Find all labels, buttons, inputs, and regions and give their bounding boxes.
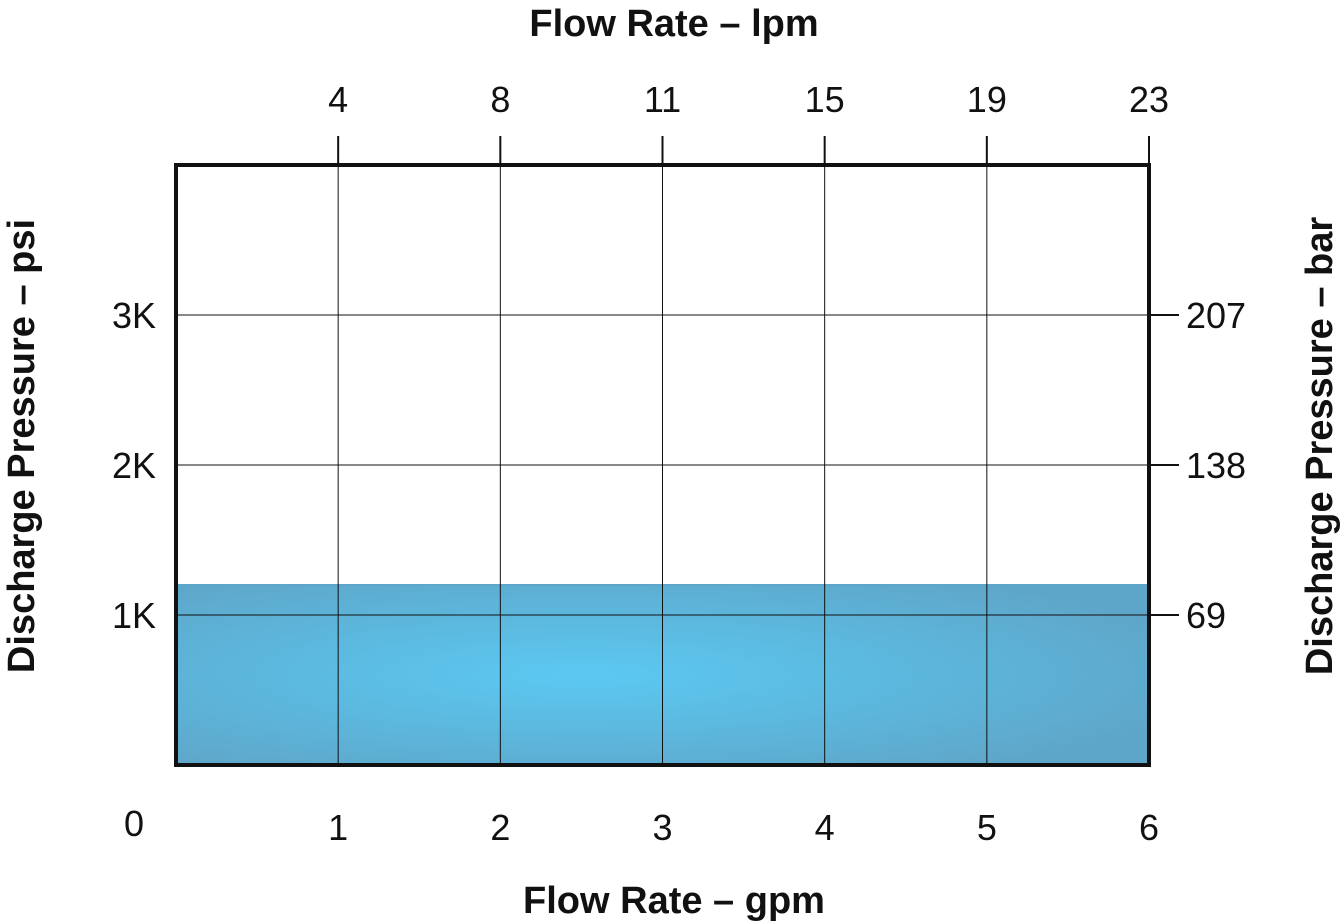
lpm-tick-label: 8	[490, 79, 510, 120]
bar-tick-label: 207	[1186, 295, 1246, 336]
gpm-origin-label: 0	[124, 803, 144, 844]
psi-tick-label: 3K	[112, 295, 156, 336]
bar-tick-label: 69	[1186, 595, 1226, 636]
psi-tick-label: 2K	[112, 445, 156, 486]
left-axis-title: Discharge Pressure – psi	[1, 219, 43, 673]
gpm-tick-label: 6	[1139, 807, 1159, 848]
lpm-tick-label: 15	[805, 79, 845, 120]
psi-tick-label: 1K	[112, 595, 156, 636]
grid	[176, 165, 1149, 765]
lpm-tick-label: 23	[1129, 79, 1169, 120]
lpm-tick-label: 19	[967, 79, 1007, 120]
gpm-tick-label: 5	[977, 807, 997, 848]
ticks	[337, 136, 1179, 616]
lpm-tick-label: 11	[644, 79, 681, 120]
right-axis-title: Discharge Pressure – bar	[1299, 217, 1341, 676]
gpm-tick-label: 3	[652, 807, 672, 848]
gpm-tick-label: 2	[490, 807, 510, 848]
gpm-tick-label: 4	[815, 807, 835, 848]
bottom-axis-title: Flow Rate – gpm	[523, 880, 825, 922]
gpm-tick-label: 1	[328, 807, 348, 848]
lpm-tick-label: 4	[328, 79, 348, 120]
top-axis-title: Flow Rate – lpm	[529, 3, 818, 45]
bar-tick-label: 138	[1186, 445, 1246, 486]
